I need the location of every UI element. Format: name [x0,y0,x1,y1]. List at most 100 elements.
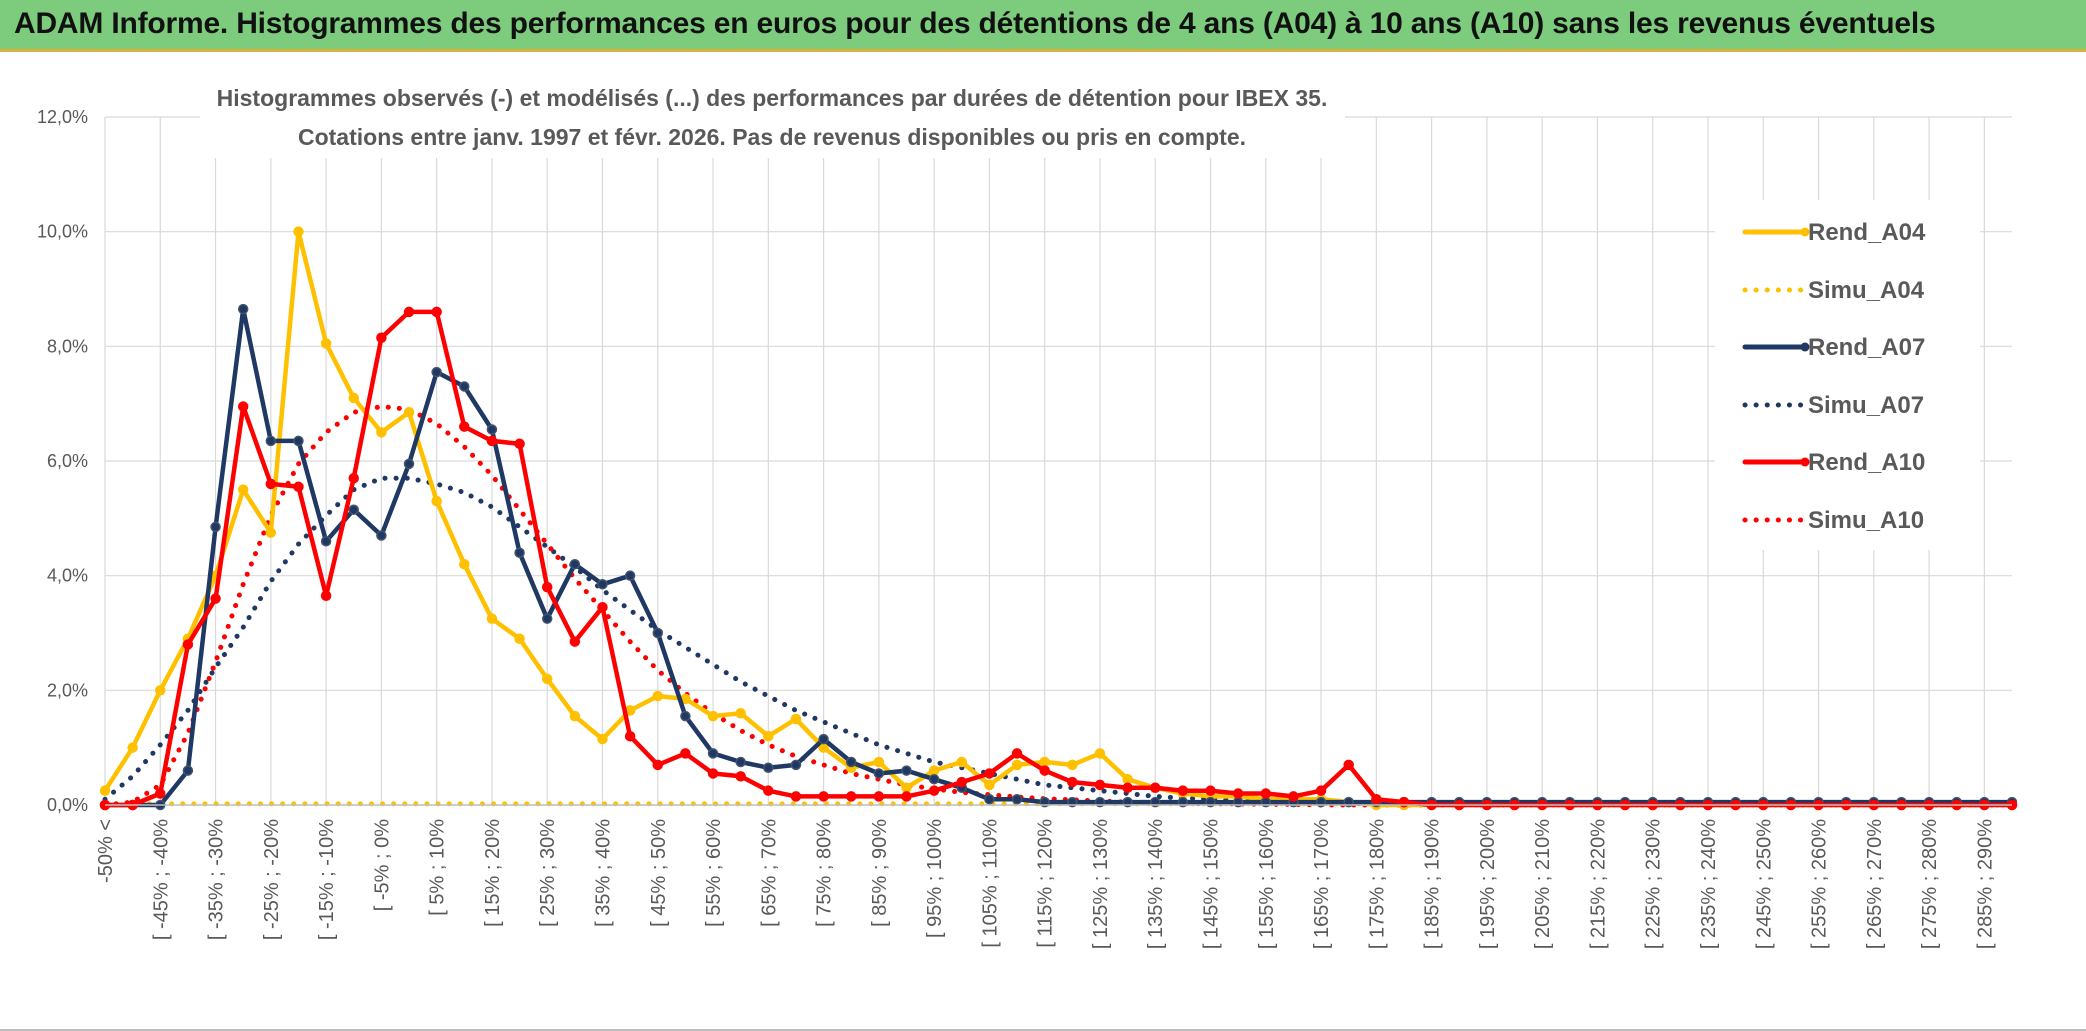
data-point [1232,788,1244,799]
data-point [845,756,857,768]
data-point [1315,785,1327,796]
x-tick-label: [ 105% ; 110% [979,819,1001,948]
data-point [1149,782,1161,794]
data-point [210,521,221,533]
legend-item: Simu_A07 [1742,392,1924,419]
x-tick-label: [ 65% ; 70% [758,819,780,927]
data-point [707,710,719,722]
data-point [928,765,940,776]
legend-item: Simu_A10 [1742,507,1924,534]
data-point [984,768,995,779]
data-point [1067,776,1078,788]
data-point [486,613,498,624]
x-tick-label: [ 95% ; 100% [924,819,946,938]
data-point [486,424,498,435]
data-point [569,558,581,570]
data-point [376,530,387,541]
x-tick-label: [ 175% ; 180% [1366,819,1388,949]
x-tick-label: [ 205% ; 210% [1532,819,1554,949]
data-point [763,762,774,773]
x-tick-label: [ -15% ; -10% [316,819,338,940]
data-point [155,685,166,696]
data-point [514,633,525,644]
data-point [459,421,470,432]
x-tick-label: [ 55% ; 60% [703,819,725,927]
x-tick-label: [ 245% ; 250% [1753,819,1775,949]
data-point [818,733,829,745]
x-tick-label: [ 45% ; 50% [648,819,670,927]
data-point [597,601,608,613]
x-tick-label: [ 235% ; 240% [1698,819,1720,949]
data-point [237,401,249,412]
legend-label: Simu_A07 [1808,392,1924,419]
x-tick-label: [ 225% ; 230% [1643,819,1665,949]
y-tick-label: 2,0% [47,680,88,700]
x-tick-label: [ -45% ; -40% [150,819,172,940]
data-point [403,306,415,318]
data-point [431,495,442,507]
data-point [1094,779,1106,791]
legend-item: Rend_A04 [1742,219,1926,246]
data-point [182,639,194,650]
x-tick-label: [ 115% ; 120% [1035,819,1057,948]
data-point [735,771,746,782]
y-tick-label: 12,0% [37,107,88,127]
data-point [873,768,885,779]
data-point [763,730,774,742]
x-tick-label: [ 265% ; 270% [1864,819,1886,949]
legend: Rend_A04 Simu_A04 Rend_A07 Simu_A07 Rend_A10… [1715,200,1980,550]
data-point [901,791,912,802]
legend-marker [1800,227,1810,237]
x-tick-label: [ 135% ; 140% [1145,819,1167,949]
data-point [127,742,138,753]
x-axis: -50% < [ -45% ; -40% [ -35% ; -30% [ -25% ;… [95,804,2012,949]
data-point [707,768,719,779]
data-point [597,579,608,590]
legend-label: Rend_A07 [1808,334,1925,361]
data-point [652,759,664,771]
data-point [928,773,940,785]
x-tick-label: [ 155% ; 160% [1256,819,1278,949]
data-point [320,536,332,547]
legend-label: Rend_A10 [1808,449,1925,476]
legend-marker [1800,342,1810,352]
legend-item: Rend_A07 [1742,334,1925,361]
data-point [1122,782,1133,794]
data-point [265,435,277,447]
data-point [1011,748,1023,759]
legend-background [1715,200,1980,550]
data-point [1067,759,1078,771]
x-tick-label: [ -25% ; -20% [261,819,283,940]
data-point [182,765,194,776]
data-point [763,785,774,796]
subtitle-line-1: Histogrammes observés (-) et modélisés (… [217,85,1328,111]
data-point [1343,759,1354,771]
x-tick-label: [ 125% ; 130% [1090,819,1112,949]
data-point [403,407,415,418]
x-tick-label: -50% < [95,819,117,883]
x-tick-label: [ 165% ; 170% [1311,819,1333,949]
y-tick-label: 4,0% [47,566,88,586]
data-point [459,381,470,392]
x-tick-label: [ 5% ; 10% [427,819,449,916]
data-point [293,435,304,447]
data-point [237,484,249,495]
data-point [873,791,885,802]
y-tick-label: 0,0% [47,795,88,815]
subtitle-line-2: Cotations entre janv. 1997 et févr. 2026… [298,124,1246,150]
data-point [569,636,581,647]
y-tick-label: 10,0% [37,222,88,242]
legend-marker [1800,457,1810,467]
data-point [901,782,912,794]
data-point [1039,756,1050,768]
data-point [1288,791,1299,802]
data-point [514,438,525,450]
data-point [1122,773,1133,785]
data-point [459,558,470,570]
x-tick-label: [ 215% ; 220% [1587,819,1609,949]
data-point [652,690,664,702]
series-rend_a07 [99,303,2018,811]
x-tick-label: [ 275% ; 280% [1919,819,1941,949]
